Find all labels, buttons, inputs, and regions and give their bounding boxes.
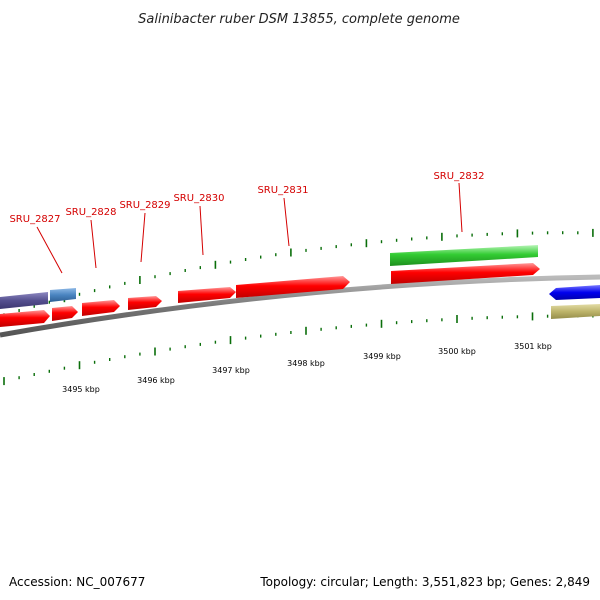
gene-red-6[interactable] [236, 276, 350, 298]
gene-blue[interactable] [549, 285, 600, 300]
gene-label-sru-2829[interactable]: SRU_2829 [119, 200, 170, 211]
kbp-label-3501: 3501 kbp [514, 342, 552, 351]
kbp-label-3498: 3498 kbp [287, 359, 325, 368]
genes-top-row [390, 245, 538, 266]
leader-line-sru-2827 [36, 226, 63, 274]
accession-label: Accession: NC_007677 [9, 575, 146, 589]
gene-purple[interactable] [0, 292, 48, 309]
gene-label-sru-2830[interactable]: SRU_2830 [173, 193, 224, 204]
gene-red-1[interactable] [0, 310, 50, 327]
kbp-scale-labels: 3495 kbp 3496 kbp 3497 kbp 3498 kbp 3499… [62, 342, 552, 394]
kbp-label-3497: 3497 kbp [212, 366, 250, 375]
genome-backbone [0, 274, 600, 338]
gene-label-layer: SRU_2827 SRU_2828 SRU_2829 SRU_2830 SRU_… [9, 171, 485, 274]
gene-red-3[interactable] [82, 300, 120, 316]
gene-red-5[interactable] [178, 287, 236, 303]
gene-red-7[interactable] [391, 263, 540, 284]
leader-line-sru-2829 [140, 212, 146, 263]
map-title: Salinibacter ruber DSM 13855, complete g… [138, 12, 460, 27]
leader-line-sru-2828 [90, 219, 97, 269]
genome-summary-label: Topology: circular; Length: 3,551,823 bp… [260, 575, 590, 589]
leader-line-sru-2832 [458, 182, 463, 233]
genes-reverse-strand [549, 285, 600, 319]
gene-label-sru-2827[interactable]: SRU_2827 [9, 214, 60, 225]
gene-steelblue[interactable] [50, 288, 76, 302]
gene-label-sru-2831[interactable]: SRU_2831 [257, 185, 308, 196]
gene-red-2[interactable] [52, 306, 78, 321]
genes-forward-strand [0, 263, 540, 327]
gene-label-sru-2828[interactable]: SRU_2828 [65, 207, 116, 218]
kbp-label-3499: 3499 kbp [363, 352, 401, 361]
gene-khaki[interactable] [551, 304, 600, 319]
gene-red-4[interactable] [128, 296, 162, 310]
leader-line-sru-2830 [199, 205, 204, 256]
leader-line-sru-2831 [283, 197, 290, 247]
gene-label-sru-2832[interactable]: SRU_2832 [433, 171, 484, 182]
gene-green[interactable] [390, 245, 538, 266]
kbp-label-3500: 3500 kbp [438, 347, 476, 356]
inner-tick-ring [3, 312, 594, 386]
kbp-label-3496: 3496 kbp [137, 376, 175, 385]
kbp-label-3495: 3495 kbp [62, 385, 100, 394]
